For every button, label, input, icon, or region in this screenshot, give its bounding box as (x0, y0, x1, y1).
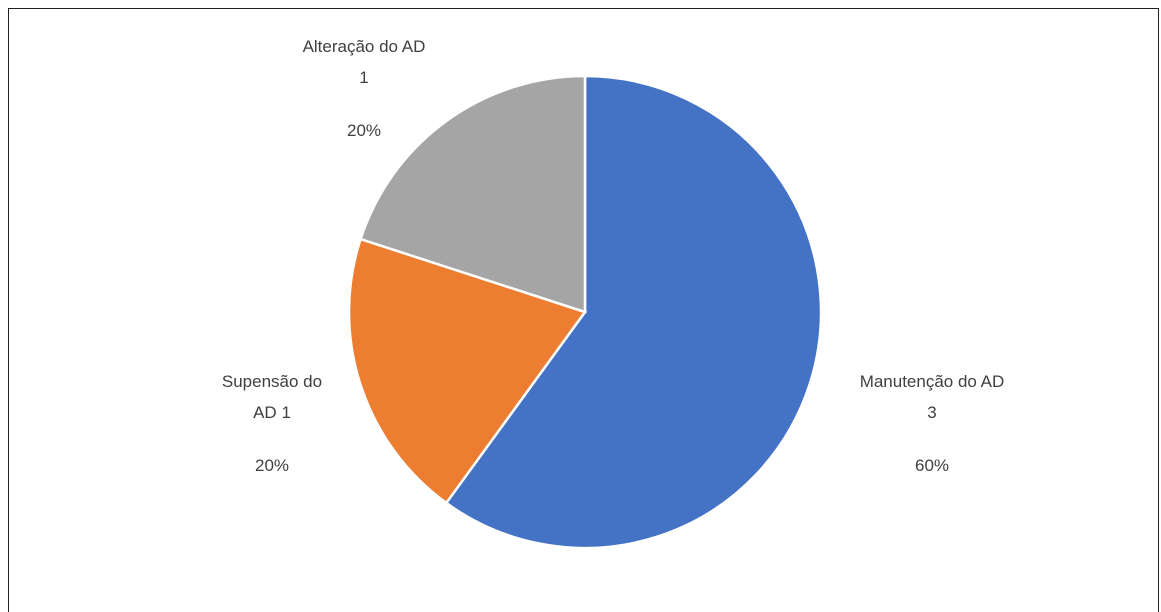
value-label: 3 (927, 403, 937, 422)
pie-slice (444, 74, 823, 550)
percentage-label: 60% (914, 456, 950, 475)
category-label: Alteração do AD (302, 37, 426, 56)
slice-label: Alteração do AD 1 20% (254, 31, 474, 146)
pie-slice (358, 74, 587, 314)
slice-label: Manutenção do AD 3 60% (822, 366, 1042, 481)
slice-label: Supensão do AD 1 20% (216, 366, 328, 481)
chart-border (8, 8, 1159, 612)
value-label: 1 (281, 403, 291, 422)
percentage-label: 20% (254, 456, 290, 475)
value-label: 1 (359, 68, 369, 87)
category-label: Manutenção do AD (859, 372, 1005, 391)
category-label: Supensão do AD (221, 372, 323, 422)
pie-slice (347, 237, 588, 505)
percentage-label: 20% (346, 121, 382, 140)
